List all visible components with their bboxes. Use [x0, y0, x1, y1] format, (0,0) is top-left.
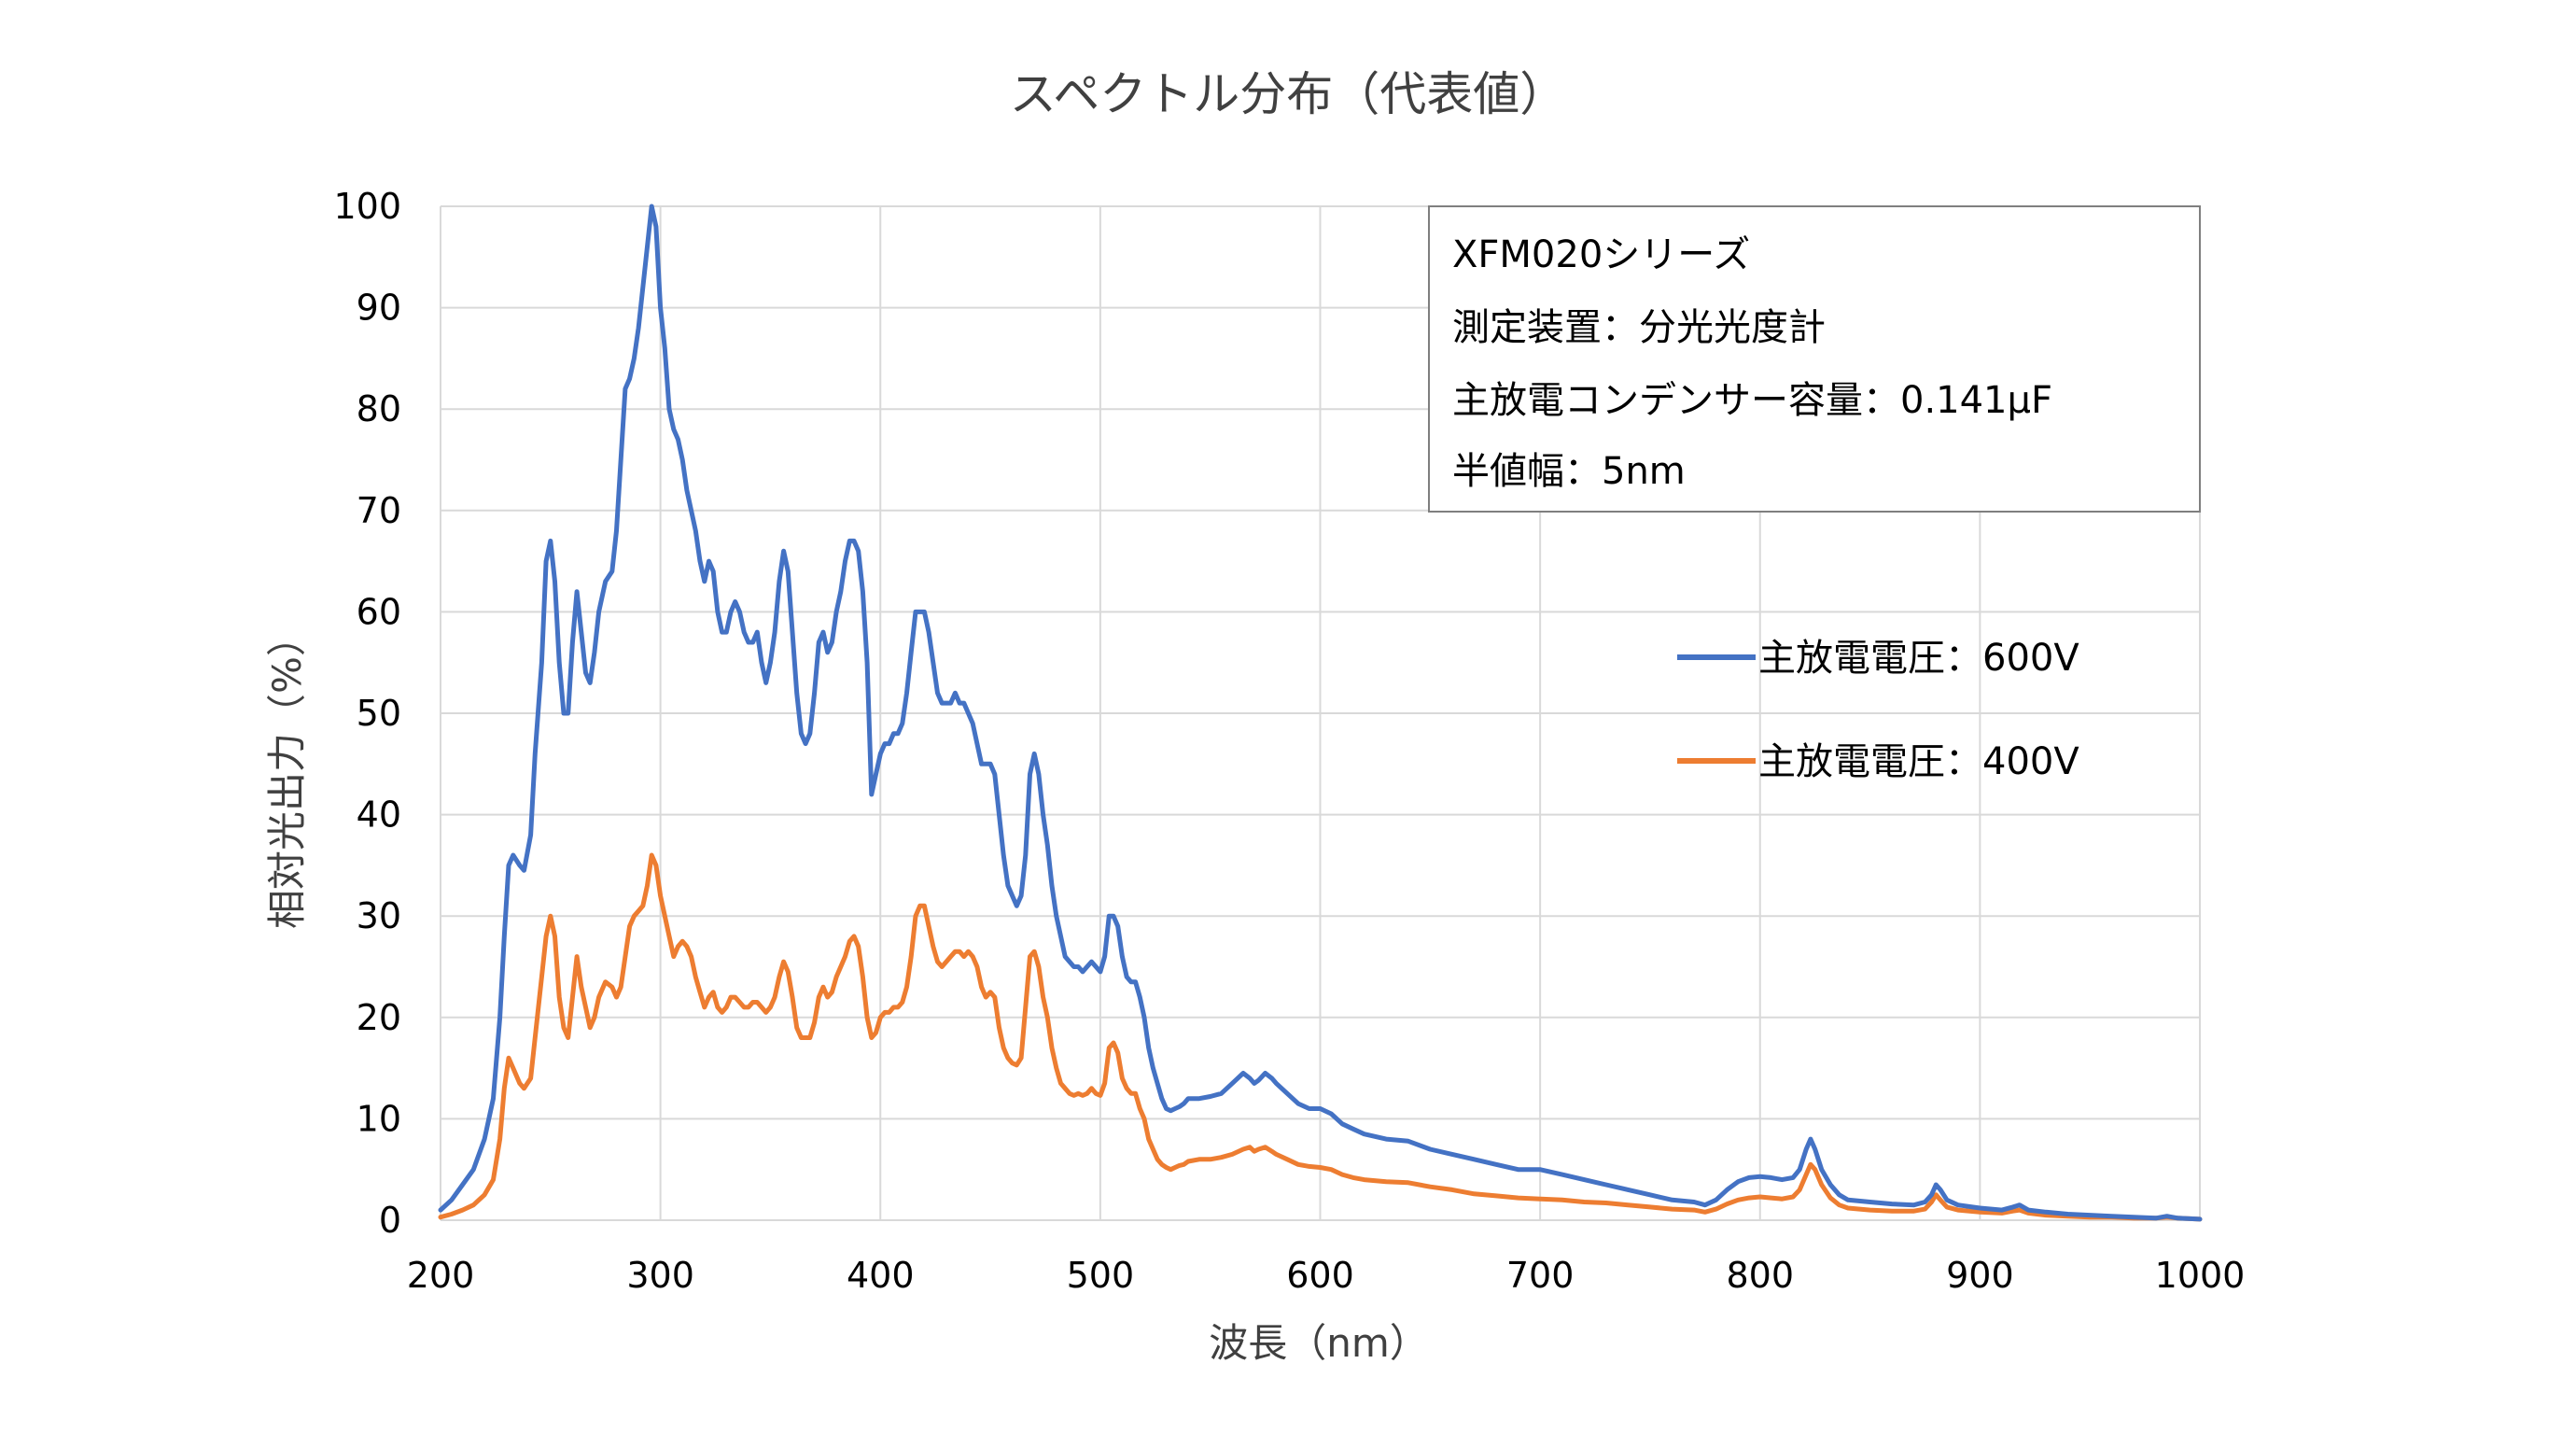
- legend-label-400v: 主放電電圧：400V: [1758, 740, 2079, 783]
- x-tick-label-8: 1000: [2155, 1255, 2246, 1296]
- x-tick-label-0: 200: [407, 1255, 475, 1296]
- info-line-capacitance: 主放電コンデンサー容量：0.141μF: [1452, 379, 2052, 422]
- y-tick-label-7: 70: [357, 490, 401, 531]
- info-box: XFM020シリーズ 測定装置：分光光度計 主放電コンデンサー容量：0.141μ…: [1428, 205, 2201, 513]
- series-lines: [438, 204, 2203, 1222]
- y-tick-label-6: 60: [357, 591, 401, 632]
- y-tick-label-1: 10: [357, 1098, 401, 1139]
- y-tick-label-4: 40: [357, 794, 401, 836]
- x-tick-labels: 200 300 400 500 600 700 800 900 1000: [407, 1255, 2246, 1296]
- info-line-bandwidth: 半値幅：5nm: [1452, 450, 1686, 493]
- legend: 主放電電圧：600V 主放電電圧：400V: [1677, 637, 2079, 783]
- x-axis-label: 波長（nm）: [1209, 1320, 1429, 1366]
- x-tick-label-2: 400: [847, 1255, 915, 1296]
- legend-label-600v: 主放電電圧：600V: [1758, 637, 2079, 680]
- chart-title: スペクトル分布（代表値）: [1010, 67, 1567, 121]
- info-box-frame: [1428, 205, 2201, 513]
- y-tick-label-0: 0: [379, 1200, 401, 1241]
- y-axis-label: 相対光出力（%）: [264, 617, 310, 929]
- x-tick-label-7: 900: [1946, 1255, 2014, 1296]
- info-line-series: XFM020シリーズ: [1452, 233, 1750, 276]
- y-tick-label-8: 80: [357, 388, 401, 429]
- y-tick-label-5: 50: [357, 693, 401, 734]
- y-tick-labels: 0 10 20 30 40 50 60 70 80 90 100: [333, 186, 401, 1241]
- x-tick-label-3: 500: [1067, 1255, 1135, 1296]
- y-tick-label-10: 100: [333, 186, 401, 227]
- y-tick-label-9: 90: [357, 288, 401, 329]
- y-tick-label-2: 20: [357, 997, 401, 1038]
- y-tick-label-3: 30: [357, 895, 401, 936]
- info-line-instrument: 測定装置：分光光度計: [1452, 306, 1826, 349]
- x-tick-label-4: 600: [1286, 1255, 1354, 1296]
- x-tick-label-5: 700: [1506, 1255, 1575, 1296]
- series-line-0: [438, 204, 2203, 1222]
- x-tick-label-1: 300: [626, 1255, 694, 1296]
- series-line-1: [438, 852, 2203, 1222]
- x-tick-label-6: 800: [1726, 1255, 1794, 1296]
